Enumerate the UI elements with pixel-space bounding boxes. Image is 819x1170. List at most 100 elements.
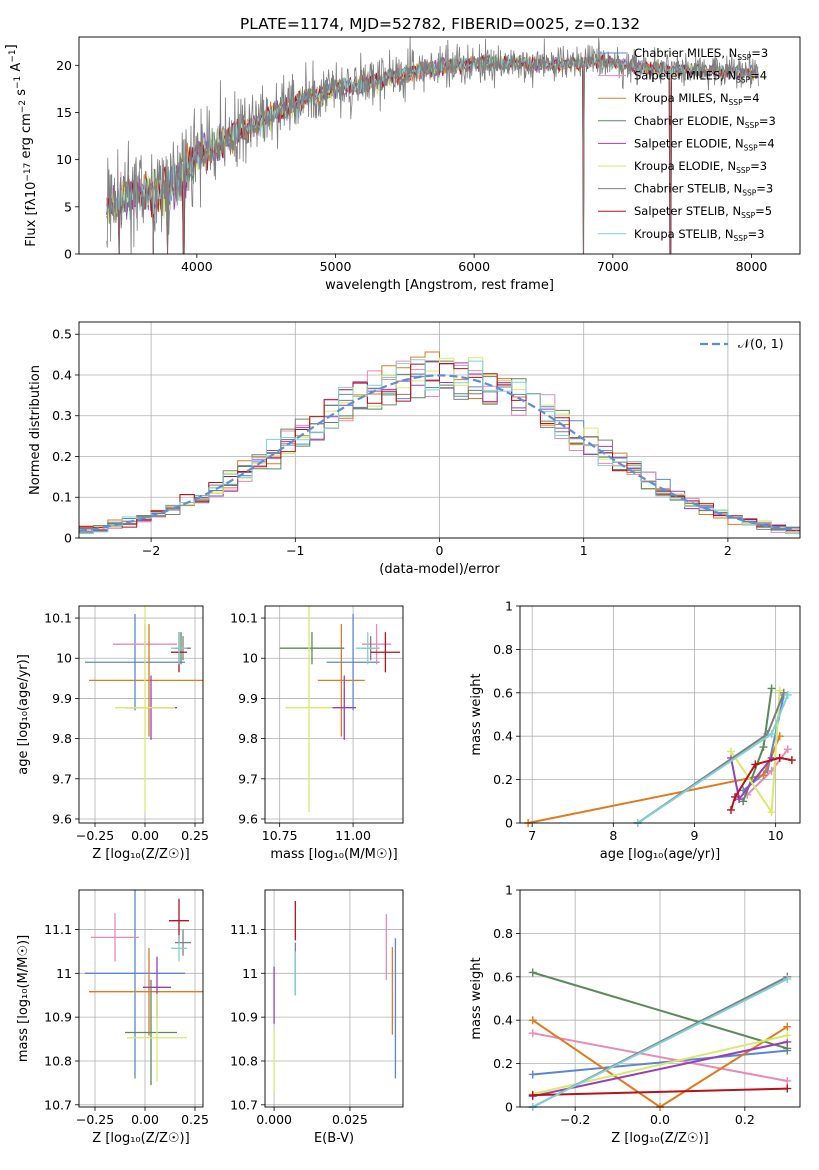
- errorbar-kroupa-miles: [317, 624, 365, 737]
- point-marker: [731, 792, 740, 801]
- legend-label: Kroupa STELIB, NSSP=3: [634, 227, 765, 243]
- x-tick-label: 11.00: [335, 828, 371, 843]
- y-tick-label: 20: [56, 58, 72, 73]
- mass-vs-Z-points: [85, 890, 203, 1086]
- legend-label: Salpeter ELODIE, NSSP=4: [634, 136, 775, 152]
- point-marker: [783, 1076, 792, 1085]
- x-axis-label: (data-model)/error: [379, 562, 500, 577]
- y-axis-label: Flux [fλ10−17 erg cm−2 s−1 A−1]: [4, 44, 39, 246]
- errorbar-kroupa-miles: [89, 624, 203, 737]
- series-line: [532, 971, 788, 1050]
- x-tick-label: 0: [436, 543, 444, 558]
- y-tick-label: 0: [64, 531, 72, 546]
- point-marker: [767, 730, 776, 739]
- x-tick-label: 8000: [736, 259, 768, 274]
- y-tick-label: 9.6: [52, 811, 72, 826]
- point-marker: [775, 686, 784, 695]
- x-axis-label: Z [log₁₀(Z/Z☉)]: [92, 1131, 189, 1146]
- x-tick-label: 7000: [597, 259, 629, 274]
- x-tick-label: 0.025: [332, 1112, 368, 1127]
- x-tick-label: 0.00: [131, 828, 159, 843]
- errorbar-kroupa-stelib: [171, 935, 187, 962]
- x-axis-label: age [log₁₀(age/yr)]: [600, 847, 721, 862]
- point-marker: [751, 760, 760, 769]
- y-tick-label: 0.2: [493, 1056, 513, 1071]
- y-tick-label: 10.1: [44, 611, 72, 626]
- legend-label: Kroupa MILES, NSSP=4: [634, 91, 760, 107]
- x-tick-label: 4000: [181, 259, 213, 274]
- x-axis-label: E(B-V): [314, 1131, 354, 1146]
- age-vs-mass-points: [279, 606, 401, 813]
- age-vs-Z-points: [85, 606, 203, 813]
- spectrum-traces: [106, 37, 759, 254]
- y-tick-label: 11.1: [44, 922, 72, 937]
- x-tick-label: 10: [768, 828, 784, 843]
- mass-vs-ebv-axes: 0.000 0.025 10.7 10.8 10.9 11 11.1: [230, 890, 403, 1127]
- errorbar-kroupa-miles: [89, 947, 203, 1036]
- x-tick-label: −2: [142, 543, 160, 558]
- y-tick-label: 0.3: [52, 408, 72, 423]
- y-tick-label: 15: [56, 105, 72, 120]
- y-tick-label: 10.8: [230, 1053, 258, 1068]
- series-line: [532, 1040, 788, 1098]
- point-marker: [767, 808, 776, 817]
- mass-weight-vs-age-axes: 7 8 9 10 0 0.2 0.4 0.6 0.8 1: [493, 599, 800, 843]
- y-tick-label: 10.8: [44, 1053, 72, 1068]
- point-marker: [759, 743, 768, 752]
- series-kroupa-elodie: [727, 686, 784, 817]
- mass-weight-vs-Z-frame: [519, 889, 801, 1108]
- y-tick-label: 10.7: [230, 1097, 258, 1112]
- series-salpeter-stelib: [727, 753, 796, 814]
- series-salpeter-stelib: [528, 1084, 792, 1100]
- y-axis-label: mass weight: [469, 957, 484, 1039]
- point-marker: [779, 688, 788, 697]
- histograms: [79, 351, 800, 535]
- series-chabrier-stelib: [633, 688, 788, 827]
- x-axis-label: Z [log₁₀(Z/Z☉)]: [92, 847, 189, 862]
- x-tick-label: 5000: [320, 259, 352, 274]
- y-axis-label: Normed distribution: [28, 365, 43, 495]
- normal-curve: [79, 374, 798, 532]
- errorbar-salpeter-miles: [91, 913, 139, 962]
- point-marker: [528, 968, 537, 977]
- errorbar-chabrier-miles: [326, 614, 380, 711]
- errorbar-chabrier-elodie: [279, 632, 345, 665]
- x-axis-label: wavelength [Angstrom, rest frame]: [325, 278, 554, 293]
- errorbar-chabrier-elodie: [125, 979, 177, 1086]
- legend-label: Chabrier ELODIE, NSSP=3: [634, 114, 776, 130]
- series-line: [637, 692, 785, 824]
- histogram-legend: 𝒩(0, 1): [700, 336, 784, 351]
- y-tick-label: 5: [64, 199, 72, 214]
- errorbar-kroupa-stelib: [356, 632, 380, 665]
- x-axis-label: Z [log₁₀(Z/Z☉)]: [611, 1131, 708, 1146]
- y-tick-label: 9.7: [52, 771, 72, 786]
- x-tick-label: 0.25: [181, 1112, 209, 1127]
- mass-weight-vs-age-frame: [519, 605, 801, 824]
- x-tick-label: 0.25: [181, 828, 209, 843]
- y-axis-label: mass [log₁₀(M/M☉)]: [16, 935, 31, 1062]
- y-tick-label: 10.7: [44, 1097, 72, 1112]
- errorbar-chabrier-stelib: [175, 929, 191, 956]
- mass-weight-vs-Z-axes: −0.2 0.0 0.2 0 0.2 0.4 0.6 0.8 1: [493, 883, 800, 1127]
- y-tick-label: 1: [505, 599, 513, 614]
- y-tick-label: 0.8: [493, 642, 513, 657]
- y-tick-label: 0.6: [493, 685, 513, 700]
- y-tick-label: 10: [242, 651, 258, 666]
- errorbar-kroupa-stelib: [171, 632, 187, 665]
- y-tick-label: 0.2: [493, 772, 513, 787]
- x-tick-label: 0.00: [131, 1112, 159, 1127]
- age-vs-Z-axes: −0.25 0.00 0.25 9.6 9.7 9.8 9.9 10 10.1: [44, 606, 209, 843]
- point-marker: [727, 747, 736, 756]
- y-tick-label: 0: [505, 816, 513, 831]
- point-marker: [528, 1070, 537, 1079]
- spectrum-axes: 4000 5000 6000 7000 8000 0 5 10 15 20: [56, 58, 767, 274]
- age-vs-Z-frame: [78, 605, 204, 824]
- point-marker: [783, 1084, 792, 1093]
- legend-label: 𝒩(0, 1): [738, 336, 784, 351]
- x-tick-label: 0.2: [735, 1112, 755, 1127]
- histogram-chabrier-stelib: [79, 376, 800, 532]
- age-vs-mass-frame: [264, 605, 404, 824]
- y-axis-label: mass weight: [469, 673, 484, 755]
- y-tick-label: 10.9: [44, 1010, 72, 1025]
- point-marker: [783, 690, 792, 699]
